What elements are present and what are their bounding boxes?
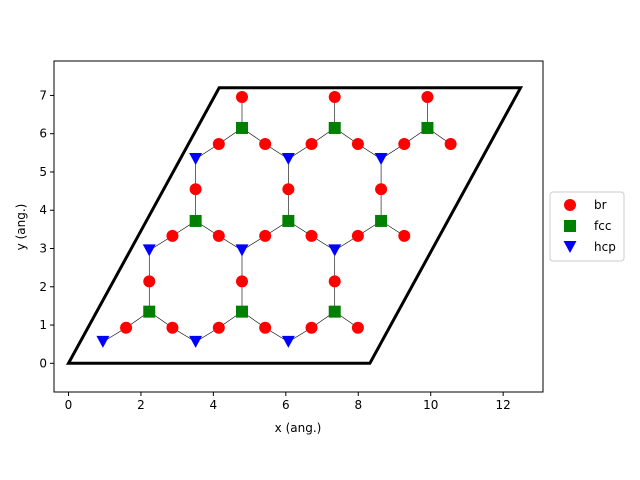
x-axis-label: x (ang.) [275, 421, 322, 435]
legend-marker-br [564, 199, 576, 211]
legend-label-fcc: fcc [594, 219, 611, 233]
br-point [259, 229, 272, 242]
fcc-point [189, 214, 202, 227]
br-point [235, 275, 248, 288]
br-point [398, 138, 411, 151]
y-tick-label: 1 [39, 318, 47, 332]
legend-label-br: br [594, 198, 607, 212]
plot-area [54, 61, 543, 392]
y-tick-label: 0 [39, 356, 47, 370]
y-axis-label: y (ang.) [14, 204, 28, 251]
br-point [398, 229, 411, 242]
fcc-point [421, 121, 434, 134]
br-point [259, 321, 272, 334]
hcp-point [281, 335, 295, 348]
x-axis-ticks: 0 2 4 6 8 10 12 [65, 392, 511, 412]
legend-label-hcp: hcp [594, 240, 616, 254]
hcp-point [96, 335, 110, 348]
fcc-point [143, 305, 156, 318]
plot-frame [53, 60, 544, 393]
legend-marker-hcp [563, 241, 577, 253]
br-point [305, 229, 318, 242]
br-point [444, 138, 457, 151]
br-point [375, 183, 388, 196]
y-tick-label: 3 [39, 242, 47, 256]
br-point [212, 321, 225, 334]
br-point [328, 275, 341, 288]
y-tick-label: 4 [39, 203, 47, 217]
x-tick-label: 8 [354, 398, 362, 412]
br-point [351, 321, 364, 334]
hcp-point [142, 244, 156, 257]
hcp-point [189, 335, 203, 348]
legend: br fcc hcp [549, 191, 625, 262]
unit-cell [65, 86, 524, 365]
br-point [305, 138, 318, 151]
br-point [166, 321, 179, 334]
br-point [235, 90, 248, 103]
br-point [143, 275, 156, 288]
br-point [305, 321, 318, 334]
br-point [328, 90, 341, 103]
br-point [351, 229, 364, 242]
hcp-point [281, 152, 295, 165]
x-tick-label: 4 [210, 398, 218, 412]
legend-marker-fcc [564, 220, 576, 232]
y-tick-label: 5 [39, 165, 47, 179]
data-markers [96, 90, 457, 348]
y-tick-label: 6 [39, 127, 47, 141]
fcc-point [282, 214, 295, 227]
x-tick-label: 6 [282, 398, 290, 412]
fcc-point [235, 121, 248, 134]
hcp-point [374, 152, 388, 165]
y-axis-ticks: 0 1 2 3 4 5 6 7 [39, 88, 54, 370]
hcp-point [328, 244, 342, 257]
br-point [259, 138, 272, 151]
y-tick-label: 2 [39, 280, 47, 294]
hcp-point [189, 152, 203, 165]
x-tick-label: 12 [496, 398, 511, 412]
x-tick-label: 10 [423, 398, 438, 412]
hcp-point [235, 244, 249, 257]
x-tick-label: 2 [137, 398, 145, 412]
br-point [120, 321, 133, 334]
br-point [166, 229, 179, 242]
unit-cell-outline [65, 86, 524, 365]
fcc-point [235, 305, 248, 318]
fcc-point [328, 121, 341, 134]
br-point [282, 183, 295, 196]
y-tick-label: 7 [39, 88, 47, 102]
fcc-point [328, 305, 341, 318]
br-point [421, 90, 434, 103]
br-point [189, 183, 202, 196]
fcc-point [375, 214, 388, 227]
br-point [351, 138, 364, 151]
x-tick-label: 0 [65, 398, 73, 412]
br-point [212, 229, 225, 242]
br-point [212, 138, 225, 151]
